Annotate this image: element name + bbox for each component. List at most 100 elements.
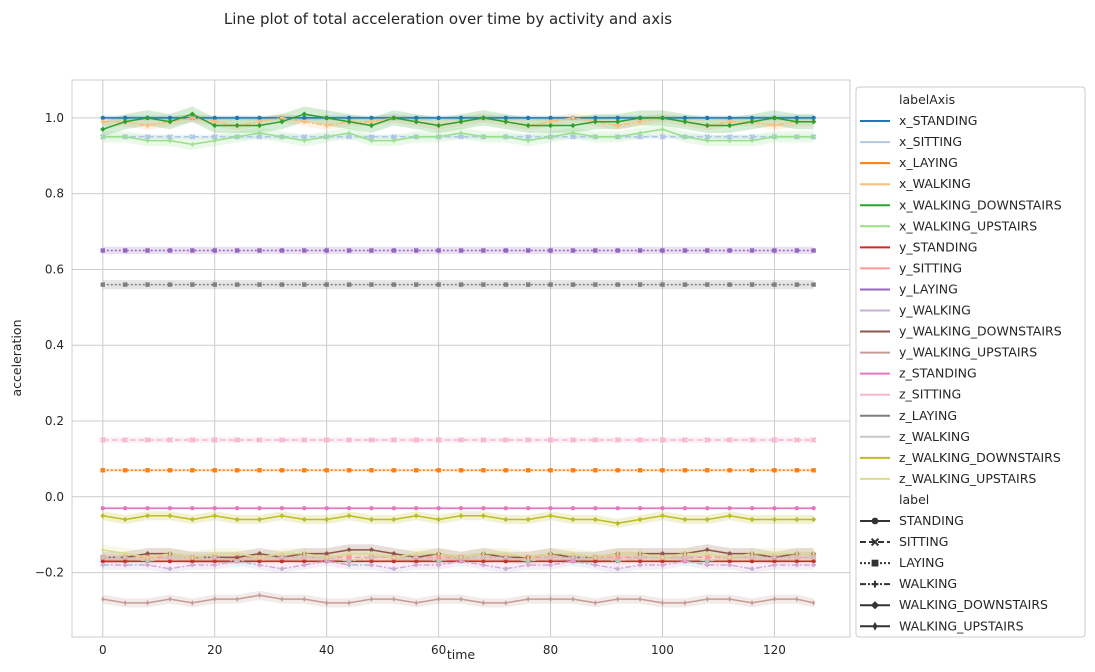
- point-x_LAYING: [145, 468, 150, 473]
- point-z_LAYING: [481, 282, 486, 287]
- chart-title: Line plot of total acceleration over tim…: [224, 10, 672, 28]
- point-z_WALKING_DOWNSTAIRS: [189, 516, 195, 523]
- x-tick-labels: 0 20 40 60 80 100 120: [99, 643, 786, 657]
- point-x_LAYING: [391, 468, 397, 473]
- point-x_LAYING: [234, 468, 240, 473]
- point-y_WALKING: [257, 562, 262, 568]
- legend-label: x_WALKING_UPSTAIRS: [899, 218, 1037, 233]
- point-z_SITTING: [211, 437, 218, 443]
- point-x_LAYING: [503, 468, 508, 473]
- point-x_WALKING_DOWNSTAIRS: [391, 115, 397, 121]
- point-z_WALKING_DOWNSTAIRS: [480, 513, 487, 519]
- point-y_LAYING: [525, 248, 531, 253]
- point-x_STANDING: [167, 115, 173, 121]
- point-y_WALKING: [302, 562, 307, 568]
- point-z_WALKING_UPSTAIRS: [683, 550, 687, 557]
- point-y_WALKING_DOWNSTAIRS: [234, 554, 240, 561]
- point-y_WALKING_UPSTAIRS: [369, 596, 373, 602]
- point-z_WALKING_UPSTAIRS: [616, 550, 620, 557]
- point-x_LAYING: [212, 468, 217, 473]
- point-x_WALKING_UPSTAIRS: [257, 130, 262, 136]
- point-x_WALKING_DOWNSTAIRS: [480, 115, 487, 121]
- point-y_LAYING: [414, 248, 419, 253]
- legend-label: z_LAYING: [899, 408, 957, 423]
- point-x_WALKING_DOWNSTAIRS: [100, 126, 106, 132]
- legend-item: z_WALKING_DOWNSTAIRS: [860, 450, 1061, 465]
- point-x_WALKING_UPSTAIRS: [728, 137, 732, 144]
- point-y_WALKING_UPSTAIRS: [705, 596, 709, 602]
- point-x_SITTING: [570, 133, 576, 140]
- point-y_WALKING: [548, 562, 553, 568]
- point-y_STANDING: [727, 559, 732, 564]
- point-x_WALKING_DOWNSTAIRS: [682, 119, 688, 125]
- legend-label: y_SITTING: [899, 260, 962, 275]
- point-y_WALKING_UPSTAIRS: [213, 596, 217, 602]
- point-y_LAYING: [682, 248, 688, 253]
- point-z_LAYING: [346, 282, 352, 287]
- point-z_WALKING_DOWNSTAIRS: [503, 516, 509, 523]
- point-y_WALKING: [772, 562, 777, 568]
- point-z_WALKING_UPSTAIRS: [795, 550, 799, 557]
- point-z_LAYING: [279, 282, 285, 287]
- point-z_WALKING_UPSTAIRS: [369, 550, 373, 557]
- point-y_WALKING_DOWNSTAIRS: [144, 550, 151, 557]
- point-x_WALKING_UPSTAIRS: [616, 133, 620, 140]
- point-y_WALKING: [279, 566, 285, 571]
- point-x_STANDING: [503, 115, 508, 121]
- legend-style-item: WALKING: [860, 576, 957, 591]
- point-y_WALKING_DOWNSTAIRS: [391, 550, 397, 557]
- point-y_LAYING: [811, 248, 816, 253]
- point-y_WALKING_UPSTAIRS: [504, 600, 508, 606]
- point-y_STANDING: [100, 559, 105, 564]
- point-z_STANDING: [257, 505, 262, 511]
- point-z_WALKING_UPSTAIRS: [481, 550, 485, 557]
- markers-y_WALKING_UPSTAIRS: [101, 592, 816, 606]
- point-z_STANDING: [279, 505, 285, 511]
- point-y_LAYING: [660, 248, 665, 253]
- point-x_STANDING: [458, 115, 464, 121]
- point-x_LAYING: [458, 468, 464, 473]
- point-y_WALKING: [100, 562, 105, 568]
- y-tick-label: 0.6: [45, 262, 64, 276]
- point-x_SITTING: [301, 133, 308, 140]
- legend-item: x_STANDING: [860, 113, 978, 128]
- point-z_SITTING: [614, 437, 621, 443]
- point-x_WALKING_UPSTAIRS: [392, 137, 396, 144]
- point-z_STANDING: [615, 505, 620, 511]
- legend-item: x_WALKING_UPSTAIRS: [860, 218, 1037, 233]
- legend-item: z_LAYING: [860, 408, 957, 423]
- point-x_WALKING_UPSTAIRS: [213, 137, 217, 144]
- point-z_STANDING: [190, 505, 195, 511]
- point-z_WALKING_DOWNSTAIRS: [592, 516, 598, 523]
- point-y_WALKING_UPSTAIRS: [392, 596, 396, 602]
- point-z_WALKING_DOWNSTAIRS: [324, 516, 330, 523]
- x-tick-label: 60: [431, 643, 446, 657]
- legend-label: z_WALKING_DOWNSTAIRS: [899, 450, 1061, 465]
- point-y_WALKING: [660, 562, 665, 568]
- point-y_STANDING: [811, 559, 816, 564]
- point-y_WALKING_UPSTAIRS: [795, 596, 799, 602]
- point-z_LAYING: [548, 282, 553, 287]
- point-z_SITTING: [570, 437, 576, 443]
- point-z_SITTING: [659, 437, 666, 443]
- point-y_STANDING: [122, 559, 128, 564]
- point-x_LAYING: [794, 468, 800, 473]
- point-y_LAYING: [324, 248, 329, 253]
- point-x_WALKING_UPSTAIRS: [123, 133, 127, 140]
- point-z_WALKING_UPSTAIRS: [549, 550, 553, 557]
- point-z_SITTING: [122, 437, 129, 443]
- point-z_LAYING: [615, 282, 620, 287]
- point-y_WALKING_DOWNSTAIRS: [659, 550, 666, 557]
- point-z_STANDING: [548, 505, 553, 511]
- point-z_WALKING_UPSTAIRS: [325, 554, 329, 561]
- point-z_WALKING_UPSTAIRS: [146, 554, 150, 561]
- point-y_WALKING_UPSTAIRS: [325, 600, 329, 606]
- point-z_LAYING: [727, 282, 732, 287]
- point-y_STANDING: [279, 559, 285, 564]
- point-x_WALKING_UPSTAIRS: [526, 137, 530, 144]
- point-x_LAYING: [525, 468, 531, 473]
- point-x_WALKING_UPSTAIRS: [705, 137, 709, 144]
- point-z_LAYING: [503, 282, 508, 287]
- point-z_SITTING: [167, 437, 173, 443]
- point-z_LAYING: [682, 282, 688, 287]
